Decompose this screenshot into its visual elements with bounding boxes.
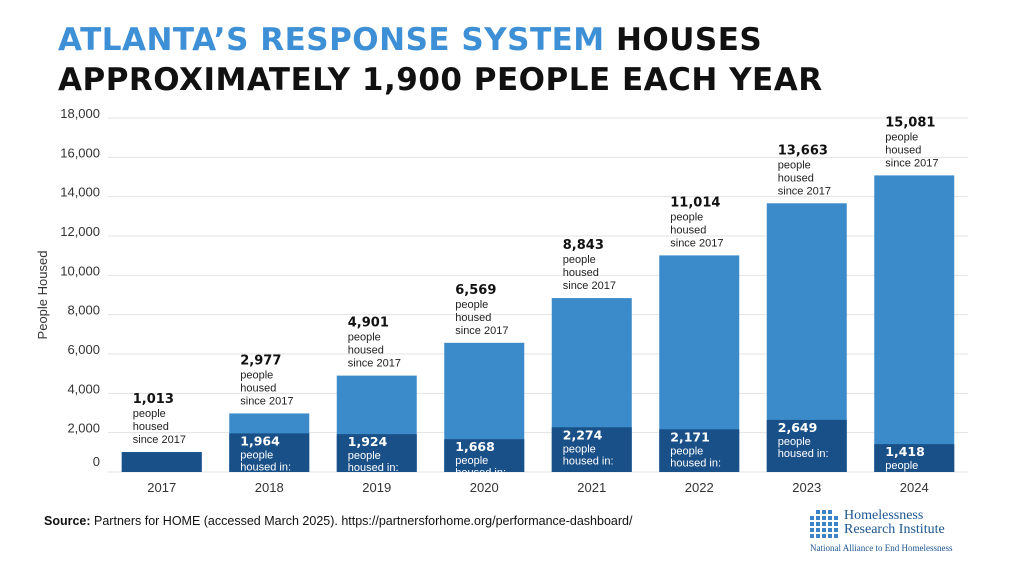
annual-caption: housed in: bbox=[563, 455, 614, 467]
x-tick-label: 2019 bbox=[362, 480, 391, 495]
bar-chart: 0 2,000 4,000 6,000 8,000 10,000 12,000 14,000 1… bbox=[35, 106, 968, 495]
annual-value-label: 2,171 bbox=[670, 429, 710, 444]
annual-bar bbox=[551, 427, 632, 472]
annual-bar bbox=[874, 444, 955, 472]
y-axis-title: People Housed bbox=[35, 251, 50, 340]
cumulative-caption: housed bbox=[778, 172, 814, 184]
x-tick-label: 2018 bbox=[255, 480, 284, 495]
x-tick-label: 2021 bbox=[577, 480, 606, 495]
cumulative-caption: housed bbox=[133, 421, 169, 433]
source-text: Partners for HOME (accessed March 2025).… bbox=[90, 514, 633, 528]
annual-bar bbox=[229, 433, 310, 472]
cumulative-value-label: 2,977 bbox=[240, 353, 281, 368]
cumulative-value-label: 11,014 bbox=[670, 195, 720, 210]
annual-caption: housed in: bbox=[455, 467, 506, 479]
annual-value-label: 2,649 bbox=[778, 420, 818, 435]
cumulative-caption: people bbox=[133, 408, 166, 420]
cumulative-value-label: 4,901 bbox=[348, 316, 389, 331]
annual-bar bbox=[444, 439, 525, 472]
annual-caption: housed in: bbox=[670, 457, 721, 469]
cumulative-caption: people bbox=[778, 159, 811, 171]
cumulative-caption: since 2017 bbox=[133, 434, 186, 446]
y-tick-label: 18,000 bbox=[60, 106, 100, 121]
annual-caption: people bbox=[348, 450, 381, 462]
title-line2: APPROXIMATELY 1,900 PEOPLE EACH YEAR bbox=[58, 62, 823, 98]
x-tick-label: 2024 bbox=[900, 480, 929, 495]
annual-caption: people bbox=[563, 443, 596, 455]
annual-caption: housed in: bbox=[348, 462, 399, 474]
annual-bar bbox=[659, 429, 740, 472]
cumulative-caption: housed bbox=[455, 312, 491, 324]
logo-grid-icon bbox=[810, 510, 840, 540]
y-tick-label: 2,000 bbox=[67, 421, 100, 436]
cumulative-value-label: 15,081 bbox=[885, 115, 935, 130]
source-note: Source: Partners for HOME (accessed Marc… bbox=[44, 514, 632, 528]
cumulative-caption: since 2017 bbox=[455, 325, 508, 337]
cumulative-caption: people bbox=[240, 369, 273, 381]
logo-tagline: National Alliance to End Homelessness bbox=[810, 543, 953, 553]
cumulative-value-label: 13,663 bbox=[778, 143, 828, 158]
y-tick-label: 6,000 bbox=[67, 342, 100, 357]
annual-caption: people bbox=[885, 460, 918, 472]
cumulative-caption: people bbox=[348, 332, 381, 344]
hri-logo: Homelessness Research Institute National… bbox=[810, 508, 1010, 556]
cumulative-caption: housed bbox=[240, 382, 276, 394]
cumulative-caption: since 2017 bbox=[348, 358, 401, 370]
title-accent: ATLANTA’S RESPONSE SYSTEM bbox=[58, 22, 605, 58]
cumulative-caption: since 2017 bbox=[670, 237, 723, 249]
cumulative-caption: people bbox=[670, 211, 703, 223]
y-tick-label: 4,000 bbox=[67, 381, 100, 396]
cumulative-bar bbox=[874, 175, 955, 473]
source-label: Source: bbox=[44, 514, 91, 528]
cumulative-caption: housed bbox=[670, 224, 706, 236]
x-tick-label: 2023 bbox=[792, 480, 821, 495]
cumulative-value-label: 8,843 bbox=[563, 238, 604, 253]
cumulative-caption: since 2017 bbox=[563, 280, 616, 292]
y-tick-label: 8,000 bbox=[67, 303, 100, 318]
cumulative-caption: people bbox=[885, 131, 918, 143]
y-tick-label: 14,000 bbox=[60, 185, 100, 200]
annual-caption: housed in: bbox=[778, 448, 829, 460]
annual-caption: housed in: bbox=[885, 472, 936, 484]
cumulative-caption: housed bbox=[563, 267, 599, 279]
logo-name: Homelessness Research Institute bbox=[844, 508, 945, 537]
y-tick-label: 10,000 bbox=[60, 263, 100, 278]
annual-value-label: 1,964 bbox=[240, 433, 280, 448]
annual-value-label: 2,274 bbox=[563, 427, 603, 442]
cumulative-caption: since 2017 bbox=[778, 185, 831, 197]
annual-caption: people bbox=[778, 436, 811, 448]
annual-bar bbox=[336, 434, 417, 472]
x-tick-label: 2017 bbox=[147, 480, 176, 495]
cumulative-caption: housed bbox=[348, 345, 384, 357]
cumulative-value-label: 6,569 bbox=[455, 283, 496, 298]
annual-value-label: 1,418 bbox=[885, 444, 925, 459]
cumulative-caption: since 2017 bbox=[240, 395, 293, 407]
y-tick-label: 0 bbox=[93, 454, 100, 469]
cumulative-caption: people bbox=[455, 299, 488, 311]
annual-bar bbox=[766, 419, 847, 472]
chart-title: ATLANTA’S RESPONSE SYSTEM HOUSES APPROXI… bbox=[58, 20, 823, 100]
cumulative-caption: since 2017 bbox=[885, 157, 938, 169]
annual-value-label: 1,924 bbox=[348, 434, 388, 449]
annual-caption: people bbox=[240, 449, 273, 461]
annual-caption: housed in: bbox=[240, 461, 291, 473]
y-tick-label: 16,000 bbox=[60, 145, 100, 160]
y-tick-label: 12,000 bbox=[60, 224, 100, 239]
annual-caption: people bbox=[670, 445, 703, 457]
annual-value-label: 1,668 bbox=[455, 439, 495, 454]
cumulative-value-label: 1,013 bbox=[133, 392, 174, 407]
title-rest: HOUSES bbox=[604, 22, 763, 58]
cumulative-caption: people bbox=[563, 254, 596, 266]
x-tick-label: 2022 bbox=[685, 480, 714, 495]
x-tick-label: 2020 bbox=[470, 480, 499, 495]
cumulative-caption: housed bbox=[885, 144, 921, 156]
annual-bar bbox=[121, 452, 202, 472]
annual-caption: people bbox=[455, 455, 488, 467]
